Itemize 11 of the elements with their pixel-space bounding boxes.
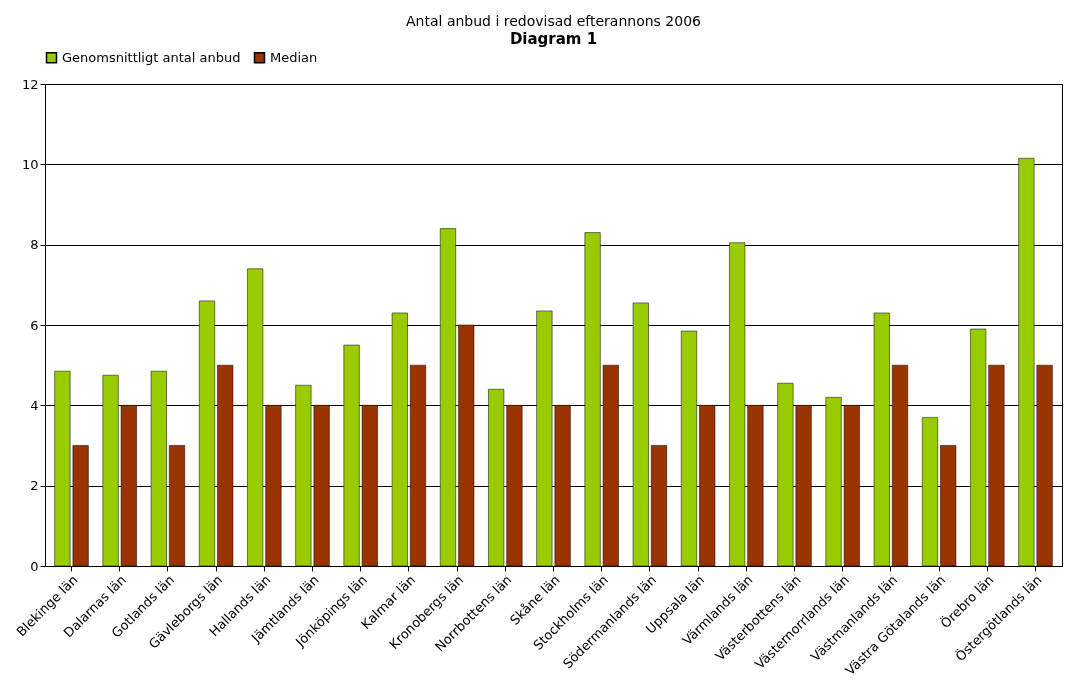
legend-label: Genomsnittligt antal anbud — [62, 49, 241, 65]
chart-title: Antal anbud i redovisad efterannons 2006 — [406, 13, 702, 29]
y-tick-label: 10 — [21, 156, 39, 172]
text: Diagram 1 — [509, 30, 598, 48]
legend-label: Median — [270, 49, 318, 65]
y-tick-label: 6 — [30, 317, 39, 333]
y-tick-label: 2 — [30, 478, 39, 494]
y-tick-label: 0 — [30, 558, 39, 574]
y-tick-label: 12 — [21, 76, 39, 92]
y-tick-label: 4 — [30, 397, 39, 413]
y-tick-label: 8 — [30, 237, 39, 253]
